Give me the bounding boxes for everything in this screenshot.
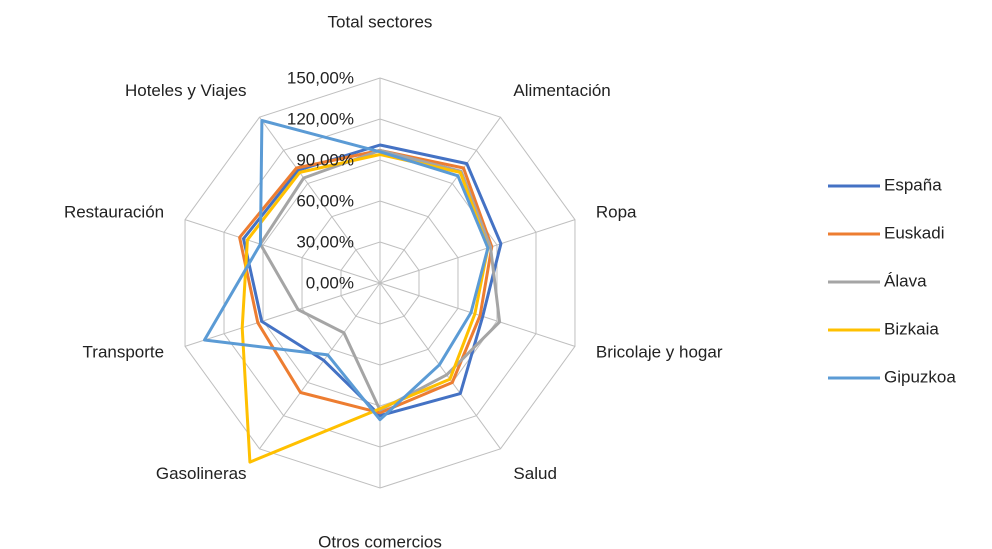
category-label: Transporte [83,343,165,362]
axis-spoke [184,219,381,284]
axis-spoke [259,116,381,284]
legend-label: España [884,175,942,194]
axis-spoke [379,282,576,347]
r-tick-label: 0,00% [306,273,354,292]
category-label: Gasolineras [156,464,247,483]
series-line [203,119,490,422]
r-tick-label: 30,00% [296,232,354,251]
series-line [240,153,490,464]
axis-spoke [259,282,381,450]
category-label: Alimentación [513,81,610,100]
axis-spoke [379,219,576,284]
legend-label: Euskadi [884,223,944,242]
r-tick-label: 120,00% [287,109,354,128]
category-label: Total sectores [328,12,433,31]
legend-label: Gipuzkoa [884,367,956,386]
legend-label: Álava [884,271,927,290]
axis-spoke [184,282,381,347]
series-line [238,148,494,415]
category-label: Bricolaje y hogar [596,343,723,362]
axis-spoke [379,116,501,284]
r-tick-label: 90,00% [296,150,354,169]
r-tick-label: 150,00% [287,68,354,87]
legend-label: Bizkaia [884,319,939,338]
r-tick-label: 60,00% [296,191,354,210]
category-label: Restauración [64,202,164,221]
category-label: Ropa [596,202,637,221]
category-label: Otros comercios [318,532,442,549]
category-label: Hoteles y Viajes [125,81,247,100]
category-label: Salud [513,464,556,483]
